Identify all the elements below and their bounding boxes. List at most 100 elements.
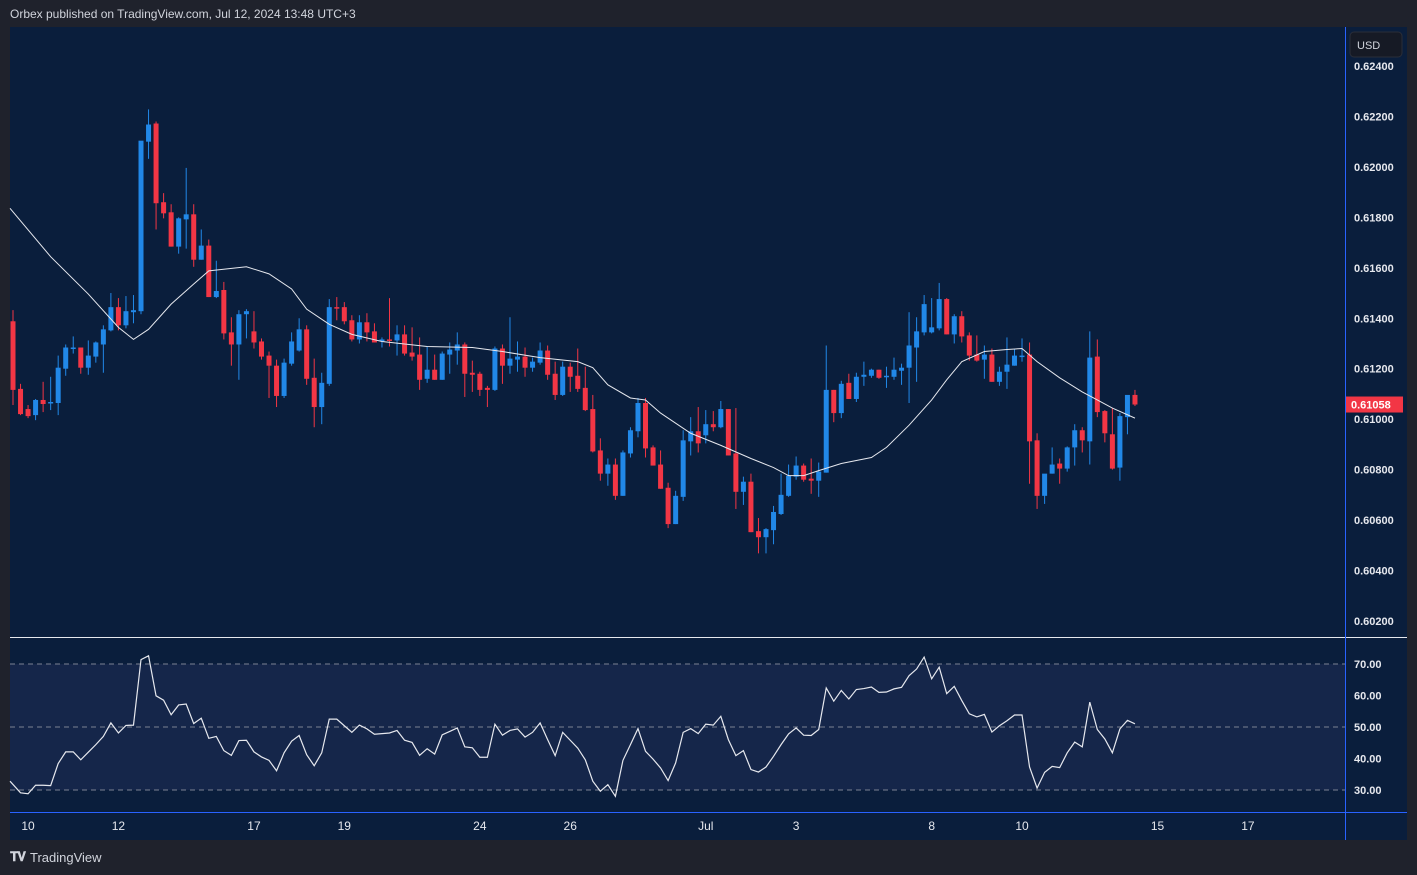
- candle: [575, 348, 581, 392]
- candle-body: [673, 495, 679, 525]
- candle: [1094, 339, 1100, 418]
- price-tick-label: 0.60200: [1354, 616, 1394, 628]
- candle: [326, 299, 332, 386]
- candle-body: [1027, 354, 1033, 442]
- publish-info: Orbex published on TradingView.com, Jul …: [10, 7, 356, 21]
- time-axis[interactable]: 10 12 17 19 24 26 Jul 3 8 10 15 17: [21, 819, 1255, 833]
- candle-body: [703, 424, 709, 436]
- candle-body: [936, 299, 942, 329]
- candle-body: [168, 212, 174, 247]
- rsi-tick-label: 60.00: [1354, 691, 1382, 703]
- candle: [168, 204, 174, 247]
- candle: [258, 338, 264, 360]
- candle: [808, 458, 814, 494]
- candle-body: [575, 375, 581, 389]
- time-tick-label: 17: [247, 819, 261, 833]
- candle: [665, 482, 671, 529]
- candle-body: [650, 447, 656, 466]
- candle: [394, 325, 400, 356]
- currency-label[interactable]: USD: [1357, 40, 1380, 52]
- candle-body: [296, 329, 302, 351]
- rsi-tick-label: 40.00: [1354, 754, 1382, 766]
- candle: [1079, 427, 1085, 453]
- candle: [883, 366, 889, 388]
- candle-body: [853, 376, 859, 399]
- candle: [183, 167, 189, 249]
- candle-body: [710, 424, 716, 428]
- candle: [462, 342, 468, 397]
- candle-body: [176, 218, 182, 247]
- candle-body: [1087, 357, 1093, 442]
- candle: [78, 347, 84, 374]
- candle: [387, 298, 392, 347]
- candle: [266, 351, 272, 398]
- candle-body: [921, 304, 927, 333]
- candle: [688, 417, 694, 456]
- candle-body: [289, 341, 295, 364]
- candle: [409, 327, 415, 361]
- candle: [191, 204, 197, 267]
- candle-body: [635, 403, 641, 432]
- time-tick-label: 24: [473, 819, 487, 833]
- price-tick-label: 0.61000: [1354, 414, 1394, 426]
- candle-body: [831, 389, 837, 414]
- candle-body: [93, 342, 99, 357]
- candle: [432, 354, 438, 380]
- candles: [10, 109, 1138, 554]
- candle-body: [1004, 364, 1010, 372]
- footer-brand: 𝐓𝐕 TradingView: [10, 849, 102, 865]
- candle-body: [25, 409, 31, 417]
- currency-button[interactable]: USD: [1349, 31, 1403, 58]
- candle-body: [417, 354, 423, 380]
- candle-body: [379, 339, 385, 342]
- candle: [1042, 473, 1048, 504]
- candle: [597, 438, 603, 481]
- candle: [695, 407, 701, 453]
- candle-body: [951, 316, 957, 335]
- candle: [560, 361, 566, 396]
- candle: [379, 337, 385, 348]
- time-tick-label: 26: [564, 819, 578, 833]
- candle-body: [605, 464, 611, 474]
- candle: [447, 342, 453, 374]
- candle-body: [1109, 434, 1115, 469]
- candle-body: [334, 307, 340, 309]
- candle: [213, 260, 219, 299]
- candle-body: [251, 331, 257, 343]
- candle-body: [349, 320, 355, 340]
- candle-body: [861, 374, 867, 377]
- candle: [936, 282, 942, 331]
- candle-body: [643, 403, 649, 449]
- candle-body: [868, 369, 874, 376]
- candle-body: [823, 389, 829, 473]
- rsi-axis[interactable]: 70.00 60.00 50.00 40.00 30.00: [1354, 659, 1382, 797]
- candle: [243, 309, 249, 339]
- candle: [853, 372, 859, 402]
- candle: [605, 458, 611, 486]
- candle: [763, 528, 769, 554]
- candle: [153, 121, 159, 230]
- candle-body: [929, 327, 935, 333]
- candle: [334, 297, 340, 321]
- price-axis[interactable]: 0.62400 0.62200 0.62000 0.61800 0.61600 0.614…: [1354, 61, 1394, 628]
- time-tick-label: Jul: [698, 819, 713, 833]
- candle-body: [236, 314, 242, 345]
- price-tick-label: 0.62000: [1354, 162, 1394, 174]
- candle: [801, 463, 807, 482]
- candle: [198, 229, 204, 260]
- candle-body: [213, 291, 219, 298]
- currency-button-bg[interactable]: [1349, 31, 1403, 58]
- price-tick-label: 0.61800: [1354, 212, 1394, 224]
- price-tick-label: 0.61600: [1354, 263, 1394, 275]
- candle: [341, 302, 347, 325]
- candle: [1057, 458, 1063, 484]
- candle-body: [492, 348, 498, 390]
- candle-body: [311, 377, 317, 408]
- candle-body: [274, 365, 280, 396]
- candle: [725, 409, 731, 456]
- candle: [85, 340, 91, 375]
- candle-body: [326, 307, 332, 384]
- candle: [1019, 338, 1025, 362]
- candle-body: [153, 123, 159, 204]
